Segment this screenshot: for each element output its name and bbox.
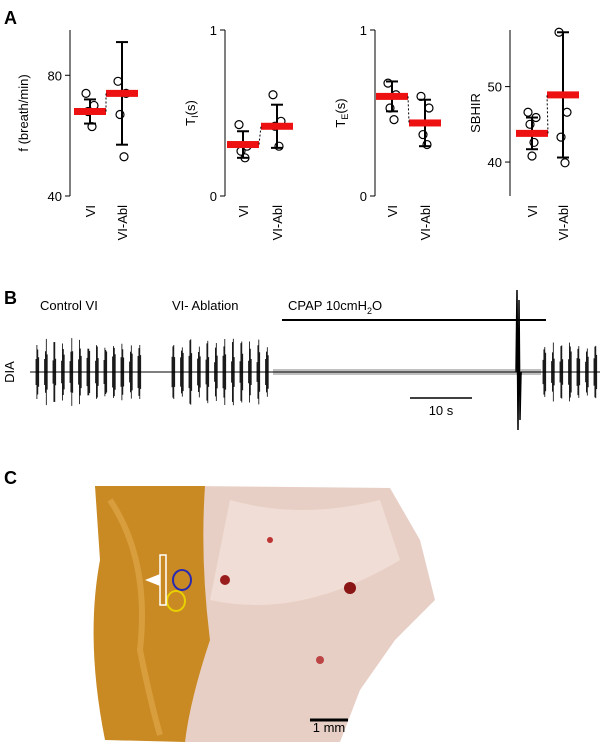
- x-tick-label: VI-Abl: [556, 205, 571, 241]
- data-point: [523, 107, 533, 117]
- y-axis-label: SBHIR: [468, 93, 483, 133]
- y-tick-label: 1: [210, 23, 217, 38]
- data-point: [115, 109, 125, 120]
- y-tick-label: 0: [360, 189, 367, 204]
- y-tick-label: 0: [210, 189, 217, 204]
- panel-label: A: [4, 8, 17, 28]
- tissue-image: [93, 486, 435, 742]
- mean-bar: [376, 92, 408, 100]
- data-point: [268, 90, 278, 100]
- data-point: [383, 78, 393, 88]
- panel-label: B: [4, 288, 17, 308]
- scale-label: 1 mm: [313, 720, 346, 735]
- data-point: [418, 129, 428, 140]
- x-tick-label: VI-Abl: [418, 205, 433, 241]
- data-point: [240, 153, 250, 163]
- mean-bar: [547, 91, 579, 99]
- trace-label: Control VI: [40, 298, 98, 313]
- mean-link: [546, 94, 549, 134]
- data-point: [525, 119, 535, 129]
- y-axis-label: TE(s): [333, 98, 350, 127]
- text: SBHIR: [468, 93, 483, 133]
- channel-label: DIA: [2, 361, 17, 383]
- mean-link: [258, 126, 262, 145]
- mean-bar: [516, 129, 548, 137]
- trace-label: CPAP 10cmH2O: [288, 298, 382, 316]
- y-tick-label: 50: [488, 80, 502, 95]
- text: (s): [183, 100, 198, 115]
- x-tick-label: VI: [236, 205, 251, 217]
- data-point: [556, 132, 566, 142]
- x-tick-label: VI: [525, 205, 540, 217]
- y-tick-label: 40: [488, 155, 502, 170]
- text: f (breath/min): [16, 74, 31, 151]
- x-tick-label: VI: [83, 205, 98, 217]
- data-point: [274, 141, 284, 151]
- x-tick-label: VI-Abl: [270, 205, 285, 241]
- data-point: [422, 139, 432, 150]
- mean-bar: [74, 107, 106, 115]
- text: I: [190, 115, 200, 118]
- x-tick-label: VI-Abl: [115, 205, 130, 241]
- trace-label: VI- Ablation: [172, 298, 239, 313]
- y-axis-label: TI(s): [183, 100, 200, 126]
- data-point: [87, 121, 97, 132]
- data-point: [562, 107, 572, 117]
- trace: [30, 289, 600, 431]
- y-tick-label: 40: [48, 189, 62, 204]
- mean-bar: [409, 119, 441, 127]
- data-point: [554, 27, 564, 37]
- text: CPAP 10cmH: [288, 298, 367, 313]
- data-point: [529, 137, 539, 148]
- panel-label: C: [4, 468, 17, 488]
- text: T: [183, 118, 198, 126]
- data-point: [389, 115, 399, 125]
- mean-bar: [106, 89, 138, 97]
- data-point: [234, 120, 244, 130]
- text: (s): [333, 98, 348, 113]
- text: O: [372, 298, 382, 313]
- data-point: [113, 76, 123, 86]
- data-point: [560, 158, 570, 168]
- scale-label: 10 s: [429, 403, 454, 418]
- text: 2: [367, 306, 372, 316]
- mean-link: [407, 96, 410, 123]
- text: T: [333, 120, 348, 128]
- mean-bar: [261, 122, 293, 130]
- mean-bar: [227, 141, 259, 149]
- x-tick-label: VI: [385, 205, 400, 217]
- trace-flat: [273, 369, 541, 375]
- data-point: [416, 91, 426, 102]
- trace-spike: [515, 289, 522, 431]
- data-point: [531, 112, 541, 123]
- y-tick-label: 1: [360, 23, 367, 38]
- text: E: [340, 114, 350, 120]
- data-point: [527, 151, 537, 161]
- data-point: [385, 103, 395, 113]
- data-point: [424, 103, 434, 113]
- y-tick-label: 80: [48, 68, 62, 83]
- data-point: [119, 152, 129, 162]
- y-axis-label: f (breath/min): [16, 74, 31, 151]
- data-point: [81, 88, 91, 98]
